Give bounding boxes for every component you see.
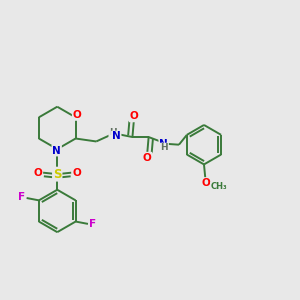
Text: O: O [73, 110, 82, 120]
Text: O: O [130, 111, 138, 122]
Text: F: F [18, 192, 26, 203]
Text: H: H [160, 143, 167, 152]
Text: N: N [112, 131, 121, 142]
Text: O: O [72, 168, 81, 178]
Text: F: F [89, 220, 96, 230]
Text: H: H [109, 128, 117, 137]
Text: O: O [143, 153, 152, 163]
Text: N: N [159, 139, 168, 149]
Text: CH₃: CH₃ [211, 182, 227, 191]
Text: O: O [201, 178, 210, 188]
Text: N: N [52, 146, 61, 156]
Text: O: O [33, 168, 42, 178]
Text: S: S [53, 168, 61, 181]
